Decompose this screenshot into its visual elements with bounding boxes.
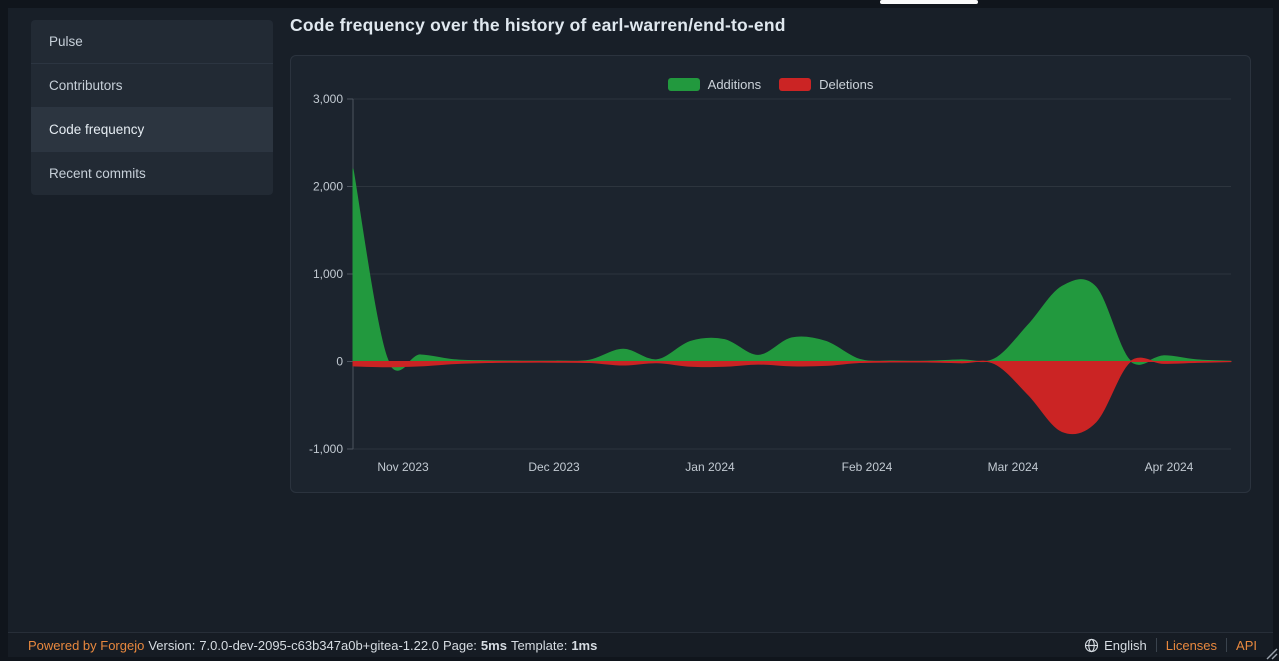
footer-right: English Licenses API [1084, 638, 1257, 653]
legend-item-additions[interactable]: Additions [667, 77, 762, 92]
version-label: Version: [148, 637, 196, 653]
sidebar-item-recent-commits[interactable]: Recent commits [31, 151, 273, 195]
svg-text:3,000: 3,000 [313, 92, 343, 106]
template-time-label: Template: [510, 637, 568, 653]
chart-panel: Additions Deletions 3,000 2,000 1,000 0 -1,0… [290, 55, 1251, 493]
svg-text:Feb 2024: Feb 2024 [842, 460, 893, 474]
sidebar-item-code-frequency[interactable]: Code frequency [31, 107, 273, 151]
footer-divider [1155, 638, 1157, 652]
page-time-value: 5ms [480, 637, 507, 653]
svg-text:0: 0 [336, 355, 343, 369]
svg-text:Mar 2024: Mar 2024 [988, 460, 1039, 474]
svg-text:Apr 2024: Apr 2024 [1145, 460, 1194, 474]
svg-text:1,000: 1,000 [313, 267, 343, 281]
globe-icon [1085, 638, 1099, 652]
api-link[interactable]: API [1236, 637, 1257, 653]
footer: Powered by Forgejo Version: 7.0.0-dev-20… [8, 632, 1273, 657]
footer-left: Powered by Forgejo Version: 7.0.0-dev-20… [28, 638, 597, 653]
language-label: English [1104, 637, 1147, 653]
code-frequency-chart[interactable]: 3,000 2,000 1,000 0 -1,000 Nov 2023 Dec 2023 Ja… [291, 56, 1250, 492]
footer-divider [1226, 638, 1228, 652]
powered-by-forgejo-link[interactable]: Powered by Forgejo [28, 637, 145, 653]
chart-legend: Additions Deletions [291, 77, 1250, 92]
page-title: Code frequency over the history of earl-… [290, 15, 786, 35]
repo-activity-sidebar: Pulse Contributors Code frequency Recent… [31, 20, 273, 195]
legend-label-additions: Additions [707, 77, 762, 92]
active-tab-indicator [880, 0, 978, 4]
sidebar-item-pulse[interactable]: Pulse [49, 34, 83, 49]
page-time-label: Page: [442, 637, 477, 653]
version-value: 7.0.0-dev-2095-c63b347a0b+gitea-1.22.0 [199, 637, 439, 653]
sidebar-item-contributors[interactable]: Contributors [31, 63, 273, 107]
resize-grip[interactable] [1262, 644, 1278, 660]
svg-text:Dec 2023: Dec 2023 [528, 460, 580, 474]
svg-text:Jan 2024: Jan 2024 [685, 460, 735, 474]
svg-text:-1,000: -1,000 [309, 442, 343, 456]
svg-text:2,000: 2,000 [313, 180, 343, 194]
deletions-swatch-icon [779, 78, 812, 91]
template-time-value: 1ms [571, 637, 598, 653]
licenses-link[interactable]: Licenses [1165, 637, 1218, 653]
language-selector[interactable]: English [1084, 638, 1147, 653]
legend-label-deletions: Deletions [819, 77, 874, 92]
additions-swatch-icon [667, 78, 700, 91]
legend-item-deletions[interactable]: Deletions [779, 77, 873, 92]
svg-text:Nov 2023: Nov 2023 [377, 460, 429, 474]
